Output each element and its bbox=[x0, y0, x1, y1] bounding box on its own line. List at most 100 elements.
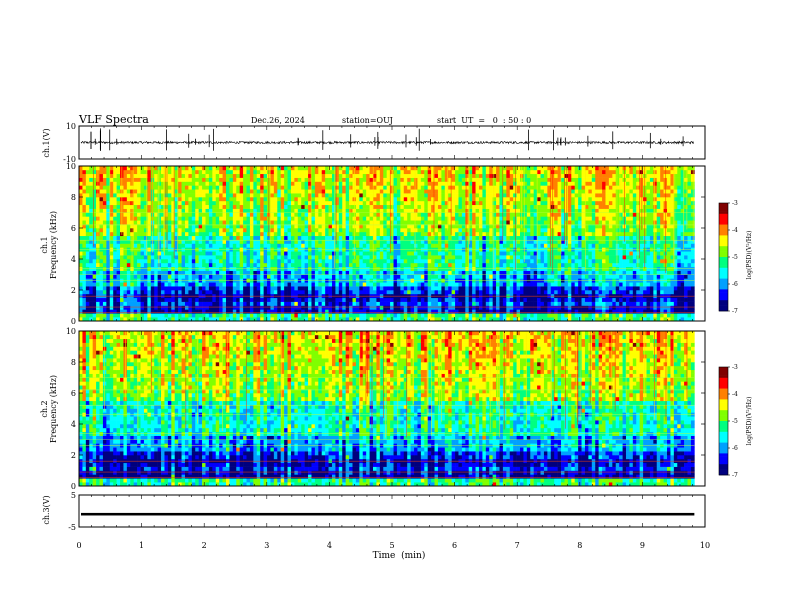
ch1-spectrogram-cell bbox=[632, 255, 637, 260]
ch1-spectrogram-cell bbox=[239, 255, 244, 260]
ch1-spectrogram-cell bbox=[219, 259, 223, 264]
ch1-spectrogram-cell bbox=[458, 239, 463, 244]
ch1-spectrogram-cell bbox=[85, 220, 90, 225]
ch1-spectrogram-cell bbox=[379, 235, 384, 240]
ch1-spectrogram-cell bbox=[304, 228, 309, 233]
ch1-spectrogram-cell bbox=[331, 266, 336, 271]
ch1-spectrogram-cell bbox=[461, 262, 466, 268]
ch1-spectrogram-cell bbox=[619, 305, 623, 310]
ch1-spectrogram-cell bbox=[523, 228, 528, 233]
ch1-spectrogram-cell bbox=[89, 309, 93, 314]
ch1-spectrogram-cell bbox=[547, 235, 552, 240]
ch1-spectrogram-cell bbox=[451, 255, 456, 260]
ch1-spectrogram-cell bbox=[393, 270, 398, 275]
ch1-spectrogram-cell bbox=[619, 259, 623, 264]
ch1-spectrogram-cell bbox=[256, 262, 261, 268]
ch1-spectrogram-cell bbox=[622, 297, 627, 302]
ch1-spectrogram-cell bbox=[472, 286, 476, 291]
ch1-spectrogram-cell bbox=[533, 297, 538, 302]
ch1-spectrogram-cell bbox=[253, 274, 258, 279]
ch1-spectrogram-cell bbox=[667, 220, 671, 225]
ch1-spectrogram-cell bbox=[591, 255, 596, 260]
ch1-spectrogram-cell bbox=[506, 228, 511, 233]
ch1-spectrogram-cell bbox=[284, 239, 288, 244]
ch1-spectrogram-cell bbox=[543, 235, 548, 240]
ch1-spectrogram-cell bbox=[639, 305, 644, 310]
ch1-spectrogram-cell bbox=[516, 224, 521, 229]
ch1-spectrogram-cell bbox=[205, 290, 210, 295]
ch1-spectrogram-cell bbox=[208, 239, 213, 244]
ch1-spectrogram-cell bbox=[622, 274, 627, 279]
ch1-spectrogram-cell bbox=[499, 297, 504, 302]
ch1-spectrogram-cell bbox=[321, 274, 326, 279]
ch1-spectrogram-cell bbox=[331, 220, 336, 225]
ch1-spectrogram-cell bbox=[246, 231, 251, 237]
ch1-spectrogram-cell bbox=[533, 274, 538, 279]
ch1-spectrogram-cell bbox=[198, 216, 203, 221]
ch1-spectrogram-cell bbox=[499, 228, 504, 233]
ch1-spectrogram-cell bbox=[653, 243, 658, 248]
ch1-spectrogram-cell bbox=[304, 216, 309, 221]
ch1-spectrogram-cell bbox=[475, 301, 480, 306]
ch1-spectrogram-cell bbox=[167, 243, 172, 248]
ch1-spectrogram-cell bbox=[130, 317, 134, 322]
ch1-spectrogram-cell bbox=[393, 243, 398, 248]
ch1-spectrogram-cell bbox=[140, 270, 145, 275]
ch1-spectrogram-cell bbox=[301, 297, 305, 302]
ch1-spectrogram-cell bbox=[373, 305, 377, 310]
ch1-spectrogram-cell bbox=[461, 220, 466, 225]
ch1-spectrogram-cell bbox=[608, 301, 613, 306]
ch1-spectrogram-cell bbox=[506, 259, 511, 264]
ch1-spectrogram-cell bbox=[653, 228, 658, 233]
ch1-spectrogram-cell bbox=[195, 266, 199, 271]
ch1-spectrogram-cell bbox=[270, 216, 275, 221]
ch1-spectrogram-cell bbox=[297, 259, 302, 264]
ch1-spectrogram-cell bbox=[140, 220, 145, 225]
ch1-spectrogram-cell bbox=[126, 301, 131, 306]
ch1-spectrogram-cell bbox=[649, 317, 654, 322]
ch1-spectrogram-cell bbox=[109, 301, 114, 306]
ch1-spectrogram-cell bbox=[455, 266, 459, 271]
ch1-spectrogram-cell bbox=[386, 301, 391, 306]
ch1-spectrogram-cell bbox=[126, 224, 131, 229]
ch1-spectrogram-cell bbox=[625, 224, 630, 229]
ch1-spectrogram-cell bbox=[208, 235, 213, 240]
ch1-spectrogram-cell bbox=[137, 251, 141, 256]
ch1-spectrogram-cell bbox=[465, 266, 470, 271]
ch1-spectrogram-cell bbox=[407, 235, 411, 240]
ch1-spectrogram-cell bbox=[667, 251, 671, 256]
ch1-spectrogram-cell bbox=[687, 224, 692, 229]
ch1-spectrogram-cell bbox=[314, 259, 319, 264]
ch1-spectrogram-cell bbox=[656, 262, 661, 268]
ch1-spectrogram-cell bbox=[478, 309, 483, 314]
ch1-spectrogram-cell bbox=[301, 305, 305, 310]
ch1-spectrogram-cell bbox=[297, 290, 302, 295]
ch1-spectrogram-cell bbox=[598, 220, 603, 225]
ch1-spectrogram-cell bbox=[482, 266, 487, 271]
ch1-spectrogram-cell bbox=[649, 251, 654, 256]
ch1-spectrogram-cell bbox=[195, 313, 199, 318]
ch1-spectrogram-cell bbox=[171, 301, 176, 306]
ch1-spectrogram-cell bbox=[321, 228, 326, 233]
ch1-spectrogram-cell bbox=[219, 274, 223, 279]
ch1-spectrogram-cell bbox=[164, 313, 169, 318]
ch1-spectrogram-cell bbox=[328, 286, 333, 291]
ch1-spectrogram-cell bbox=[516, 216, 521, 221]
ch1-spectrogram-cell bbox=[407, 270, 411, 275]
ch1-spectrogram-cell bbox=[280, 224, 285, 229]
ch1-spectrogram-cell bbox=[362, 251, 367, 256]
ch1-spectrogram-cell bbox=[202, 251, 206, 256]
ch1-spectrogram-cell bbox=[523, 216, 528, 221]
ch1-spectrogram-cell bbox=[581, 220, 586, 225]
ch1-spectrogram-cell bbox=[619, 290, 623, 295]
ch1-spectrogram-cell bbox=[564, 235, 569, 240]
ch1-spectrogram-cell bbox=[420, 290, 425, 295]
ch1-spectrogram-cell bbox=[287, 282, 292, 287]
ch1-spectrogram-cell bbox=[133, 216, 138, 221]
ch1-spectrogram-cell bbox=[85, 266, 90, 271]
ch1-spectrogram-cell bbox=[584, 231, 589, 237]
ch1-spectrogram-cell bbox=[547, 286, 552, 291]
ch1-spectrogram-cell bbox=[673, 228, 678, 233]
ch1-spectrogram-cell bbox=[164, 262, 169, 268]
ch1-spectrogram-cell bbox=[161, 297, 165, 302]
